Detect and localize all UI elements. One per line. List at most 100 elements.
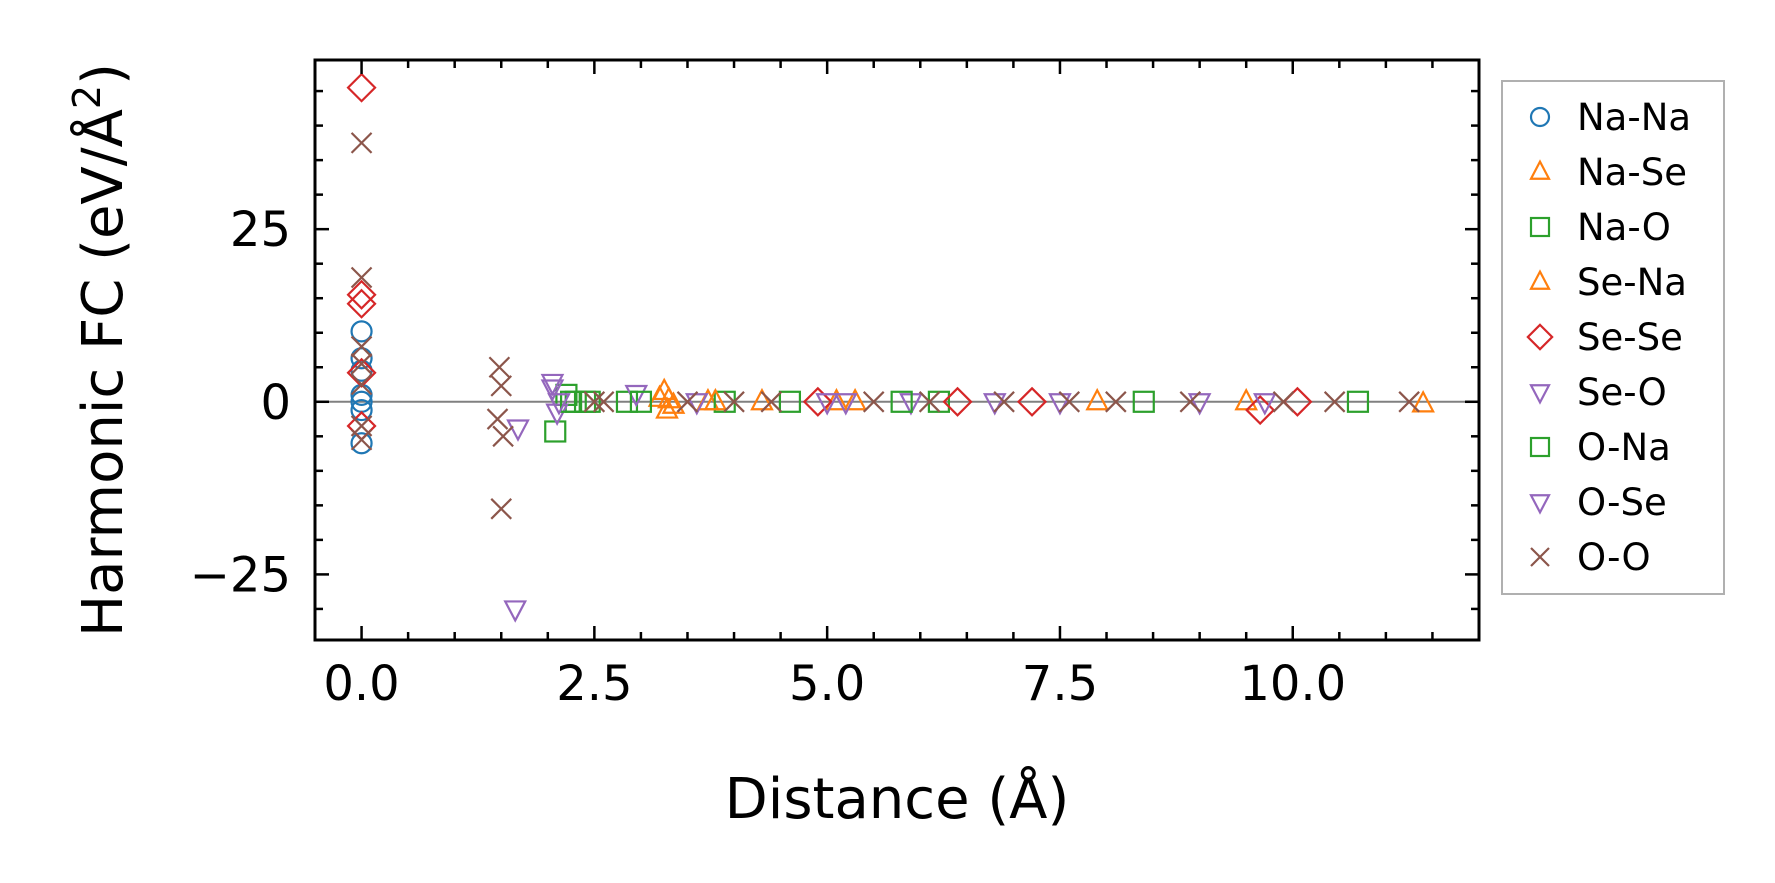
x-tick-label: 2.5 xyxy=(556,656,632,712)
y-axis-label-close: ) xyxy=(71,63,136,85)
legend-marker xyxy=(1529,436,1551,458)
y-axis-label: Harmonic FC (eV/Å2) xyxy=(65,63,136,637)
data-point xyxy=(750,387,774,411)
data-point xyxy=(1272,391,1295,413)
data-point xyxy=(350,353,373,375)
y-tick-label: 0 xyxy=(260,375,291,431)
data-point xyxy=(350,335,373,358)
data-point xyxy=(1016,386,1048,417)
data-point xyxy=(1398,391,1420,413)
y-tick-label: 25 xyxy=(230,202,291,258)
legend-item: O-Na xyxy=(1529,426,1671,469)
tick-labels: 0.0 2.5 5.0 7.5 10.0 −25 0 25 xyxy=(190,202,1346,712)
data-point xyxy=(890,390,913,413)
data-point xyxy=(503,600,528,623)
data-point xyxy=(540,379,565,402)
legend-marker xyxy=(1529,269,1551,290)
data-point xyxy=(657,385,681,409)
data-point xyxy=(703,387,728,411)
data-point xyxy=(993,391,1015,413)
legend-label: Na-Se xyxy=(1577,151,1687,194)
series-se-na xyxy=(647,384,867,414)
legend: Na-Na Na-Se Na-O Se-Na Se-Se Se-O O-Na O-Se O-O xyxy=(1501,80,1725,595)
data-point xyxy=(346,357,377,388)
legend-marker xyxy=(1530,547,1550,567)
y-axis-label-main: Harmonic FC (eV/Å xyxy=(70,109,136,637)
legend-item: Se-Se xyxy=(1526,316,1683,359)
data-point xyxy=(1058,391,1081,413)
data-point xyxy=(346,279,377,310)
legend-marker xyxy=(1529,384,1551,405)
data-point xyxy=(1132,390,1155,413)
plot-frame xyxy=(315,60,1479,640)
legend-label: Na-Na xyxy=(1577,96,1691,139)
data-point xyxy=(1085,387,1110,411)
data-point xyxy=(350,132,373,154)
series-o-o xyxy=(350,132,1420,520)
legend-entries: Na-Na Na-Se Na-O Se-Na Se-Se Se-O O-Na O-Se O-O xyxy=(1526,96,1691,579)
data-point xyxy=(547,393,571,416)
data-point xyxy=(492,425,514,448)
data-point xyxy=(982,393,1007,416)
legend-label: Se-Na xyxy=(1577,261,1687,304)
legend-label: O-Se xyxy=(1577,481,1667,524)
plot-border xyxy=(313,58,1481,642)
data-point xyxy=(350,373,373,396)
data-point xyxy=(346,288,377,319)
data-point xyxy=(661,391,686,414)
data-point xyxy=(778,390,802,413)
data-point xyxy=(540,373,565,397)
plot-area xyxy=(313,58,1481,642)
data-point xyxy=(1253,393,1277,416)
legend-label: O-O xyxy=(1577,536,1651,579)
data-point xyxy=(592,391,615,413)
data-point xyxy=(506,419,530,442)
legend-label: Na-O xyxy=(1577,206,1671,249)
data-point xyxy=(350,428,373,451)
data-point xyxy=(862,391,885,413)
x-axis-label: Distance (Å) xyxy=(725,766,1070,832)
data-point xyxy=(350,266,373,289)
legend-marker xyxy=(1529,216,1551,238)
legend-item: Se-O xyxy=(1529,371,1667,414)
data-point xyxy=(1179,391,1202,413)
data-point xyxy=(833,393,858,416)
data-point xyxy=(802,386,833,417)
legend-item: Se-Na xyxy=(1529,261,1687,304)
legend-label: O-Na xyxy=(1577,426,1671,469)
data-point xyxy=(350,320,373,343)
x-tick-label: 0.0 xyxy=(323,656,399,712)
y-axis-label-superscript: 2 xyxy=(65,85,109,109)
data-point xyxy=(583,391,606,413)
legend-marker xyxy=(1526,323,1554,351)
data-point xyxy=(1105,391,1127,413)
legend-item: Na-Se xyxy=(1529,151,1687,194)
data-point xyxy=(824,387,849,411)
data-point xyxy=(629,390,653,413)
data-point xyxy=(815,393,839,416)
data-point xyxy=(918,391,941,413)
x-tick-label: 5.0 xyxy=(789,656,865,712)
data-point xyxy=(942,386,973,417)
data-point xyxy=(1187,393,1212,416)
legend-marker xyxy=(1529,494,1551,515)
data-points xyxy=(346,72,1435,623)
data-point xyxy=(346,72,377,103)
x-tick-label: 10.0 xyxy=(1239,656,1346,712)
axis-ticks xyxy=(313,60,1481,640)
data-point xyxy=(843,387,867,411)
data-point xyxy=(1411,389,1435,413)
data-point xyxy=(559,390,583,413)
data-point xyxy=(1323,391,1346,413)
data-point xyxy=(545,403,569,427)
series-o-se xyxy=(540,379,839,416)
data-point xyxy=(490,498,513,520)
data-point xyxy=(723,391,745,413)
data-point xyxy=(350,398,373,422)
legend-item: O-Se xyxy=(1529,481,1667,524)
legend-marker xyxy=(1529,106,1551,128)
legend-item: O-O xyxy=(1530,536,1651,579)
x-tick-label: 7.5 xyxy=(1022,656,1098,712)
data-point xyxy=(490,375,513,397)
